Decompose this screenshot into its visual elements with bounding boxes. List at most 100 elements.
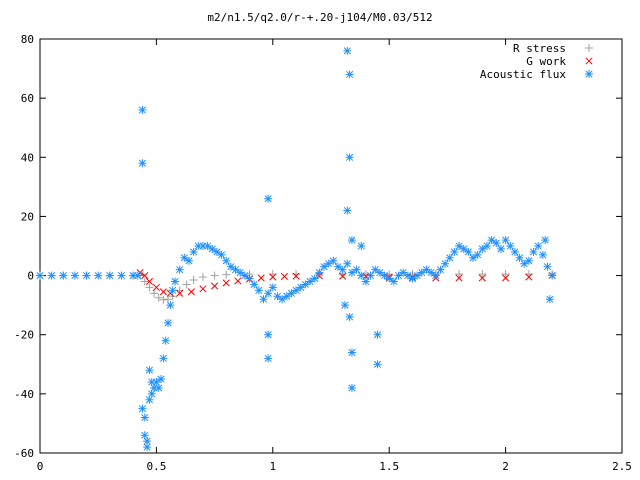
data-point	[141, 272, 149, 280]
data-point	[199, 285, 207, 293]
data-point	[189, 276, 198, 285]
data-point	[164, 295, 173, 304]
axis-ticks: 0 0.5 1 1.5 2 2.5 -60 -40 -20 0 20 40 60 80	[14, 33, 632, 473]
data-point	[269, 273, 277, 281]
data-point	[389, 277, 398, 286]
data-point	[347, 236, 356, 245]
data-point	[268, 283, 277, 292]
data-point	[455, 270, 464, 279]
data-point	[361, 277, 370, 286]
data-point	[343, 46, 352, 55]
data-point	[347, 383, 356, 392]
data-point	[138, 404, 147, 413]
x-tick-label: 0	[37, 460, 44, 473]
data-point	[157, 375, 166, 384]
data-point	[343, 259, 352, 268]
data-point	[345, 153, 354, 162]
data-point	[380, 271, 389, 280]
data-point	[171, 277, 180, 286]
series-g-work	[136, 269, 556, 297]
data-point	[441, 259, 450, 268]
data-point	[427, 268, 436, 277]
data-point	[478, 274, 486, 282]
legend-marker	[585, 57, 593, 65]
data-point	[70, 271, 79, 280]
data-point	[538, 250, 547, 259]
data-point	[455, 274, 463, 282]
data-point	[208, 244, 217, 253]
data-point	[482, 242, 491, 250]
data-point	[347, 348, 356, 357]
data-point	[287, 289, 296, 298]
y-tick-label: 20	[21, 210, 34, 223]
data-point	[469, 253, 478, 262]
x-tick-label: 2.5	[612, 460, 632, 473]
data-point	[133, 271, 142, 280]
data-point	[234, 277, 242, 285]
data-point	[399, 268, 408, 277]
data-point	[189, 247, 198, 256]
data-point	[366, 271, 375, 280]
data-point	[259, 295, 268, 304]
data-point	[254, 286, 263, 295]
data-point	[345, 312, 354, 321]
data-point	[520, 259, 529, 268]
data-point	[211, 282, 219, 290]
data-point	[357, 242, 366, 250]
data-point	[473, 250, 482, 259]
data-point	[94, 271, 103, 280]
data-point	[222, 256, 231, 265]
data-point	[548, 271, 557, 280]
y-tick-label: -40	[14, 388, 34, 401]
data-point	[222, 279, 230, 287]
data-point	[417, 268, 426, 277]
data-point	[159, 354, 168, 363]
data-point	[339, 272, 347, 280]
data-point	[154, 383, 163, 392]
data-point	[138, 105, 147, 114]
legend-label: G work	[526, 55, 566, 68]
data-point	[408, 274, 417, 283]
x-tick-label: 2	[502, 460, 509, 473]
data-point	[301, 280, 310, 289]
data-point	[296, 283, 305, 292]
data-point	[245, 274, 254, 283]
data-point	[403, 271, 412, 280]
data-point	[506, 242, 515, 250]
data-point	[445, 253, 454, 262]
data-point	[82, 271, 91, 280]
data-point	[175, 265, 184, 274]
data-point	[329, 256, 338, 265]
y-tick-label: 0	[27, 270, 34, 283]
data-point	[236, 268, 245, 277]
data-point	[264, 354, 273, 363]
data-point	[315, 268, 324, 277]
data-point	[147, 389, 156, 398]
legend-marker	[585, 70, 593, 78]
data-point	[273, 292, 282, 301]
data-point	[487, 236, 496, 245]
x-tick-label: 1.5	[379, 460, 399, 473]
data-point	[510, 247, 519, 256]
data-point	[529, 247, 538, 256]
data-point	[59, 271, 68, 280]
data-point	[212, 247, 221, 256]
data-point	[292, 272, 300, 280]
x-tick-label: 0.5	[146, 460, 166, 473]
data-point	[36, 271, 44, 280]
data-point	[222, 270, 231, 279]
legend-marker	[585, 44, 593, 52]
data-point	[492, 239, 501, 248]
data-point	[455, 242, 464, 250]
y-tick-label: 80	[21, 33, 34, 46]
data-point	[176, 289, 184, 297]
data-point	[352, 265, 361, 274]
data-point	[340, 301, 349, 310]
data-point	[105, 271, 114, 280]
data-point	[210, 271, 219, 280]
data-point	[436, 265, 445, 274]
data-point	[180, 253, 189, 262]
data-point	[203, 242, 212, 250]
data-point	[385, 274, 394, 283]
